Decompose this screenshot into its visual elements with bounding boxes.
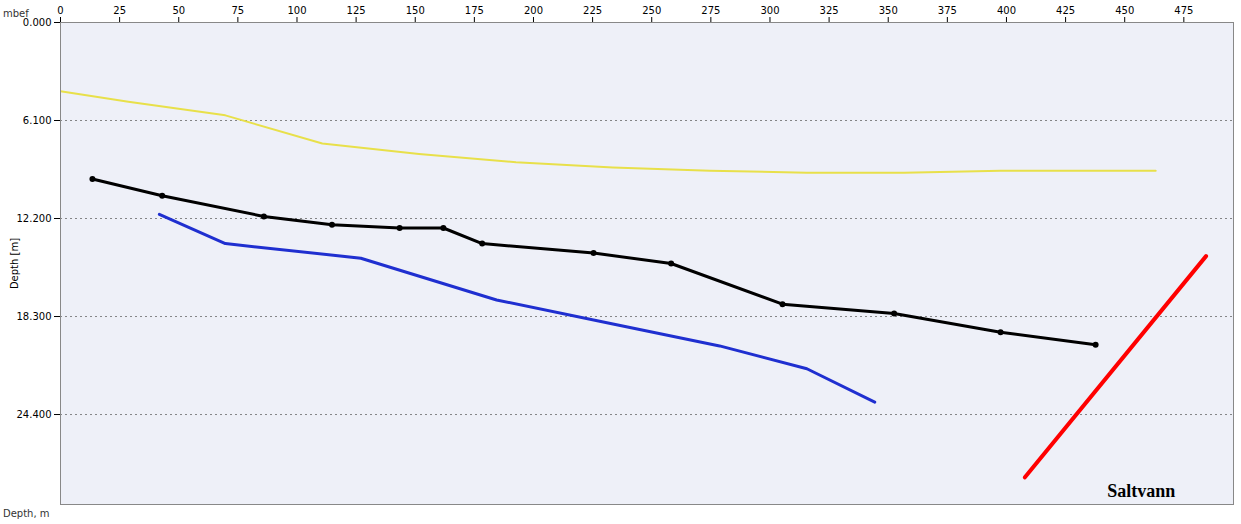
svg-text:275: 275	[701, 5, 720, 16]
svg-text:475: 475	[1174, 5, 1193, 16]
svg-text:400: 400	[997, 5, 1016, 16]
svg-text:6.100: 6.100	[23, 115, 52, 126]
svg-text:25: 25	[113, 5, 126, 16]
svg-text:350: 350	[879, 5, 898, 16]
svg-text:75: 75	[232, 5, 245, 16]
html-text:Depth, m: Depth, m	[3, 508, 50, 519]
svg-text:175: 175	[465, 5, 484, 16]
svg-text:250: 250	[642, 5, 661, 16]
svg-text:50: 50	[172, 5, 185, 16]
svg-text:12.200: 12.200	[17, 213, 52, 224]
svg-text:225: 225	[583, 5, 602, 16]
html-text:mbef: mbef	[3, 8, 29, 19]
svg-text:0: 0	[57, 5, 63, 16]
svg-text:24.400: 24.400	[17, 409, 52, 420]
svg-text:300: 300	[760, 5, 779, 16]
svg-text:Saltvann: Saltvann	[1107, 481, 1175, 501]
svg-text:450: 450	[1115, 5, 1134, 16]
svg-text:425: 425	[1056, 5, 1075, 16]
svg-text:100: 100	[287, 5, 306, 16]
svg-text:200: 200	[524, 5, 543, 16]
svg-text:0.000: 0.000	[22, 16, 52, 28]
svg-text:125: 125	[347, 5, 366, 16]
svg-text:18.300: 18.300	[17, 311, 52, 322]
svg-text:325: 325	[820, 5, 839, 16]
svg-text:150: 150	[406, 5, 425, 16]
svg-text:375: 375	[938, 5, 957, 16]
svg-text:Depth [m]: Depth [m]	[9, 238, 20, 289]
